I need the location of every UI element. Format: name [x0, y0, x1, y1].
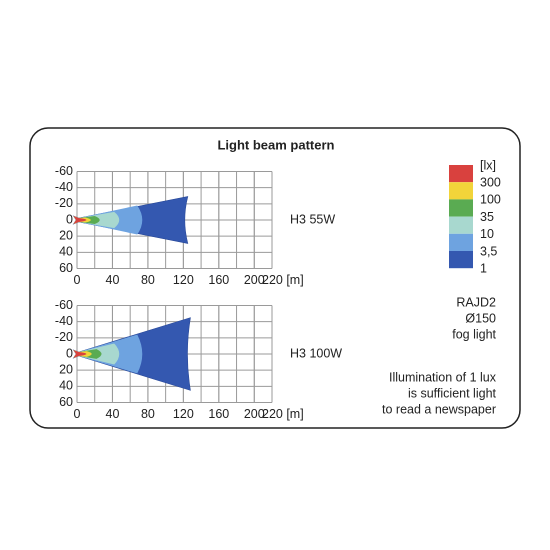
beam-zone	[73, 216, 87, 224]
legend-swatch	[449, 251, 473, 269]
x-tick-label: 80	[141, 407, 155, 421]
x-tick-label: 160	[208, 407, 229, 421]
x-tick-label: 80	[141, 273, 155, 287]
y-tick-label: 20	[59, 362, 73, 376]
x-tick-label: 200	[244, 407, 265, 421]
beam-zone	[73, 350, 87, 358]
y-tick-label: 20	[59, 228, 73, 242]
legend-swatch	[449, 216, 473, 234]
legend-label: 1	[480, 261, 487, 275]
note-text: to read a newspaper	[382, 402, 496, 416]
legend-swatch	[449, 233, 473, 251]
y-tick-label: 0	[66, 212, 73, 226]
legend-swatch	[449, 199, 473, 217]
product-text: fog light	[452, 327, 496, 341]
y-tick-label: 0	[66, 346, 73, 360]
x-tick-label: 160	[208, 273, 229, 287]
y-tick-label: -40	[55, 314, 73, 328]
legend-label: 35	[480, 210, 494, 224]
y-tick-label: -60	[55, 298, 73, 312]
x-tick-label: 0	[74, 407, 81, 421]
y-tick-label: 40	[59, 245, 73, 259]
legend-swatch	[449, 182, 473, 200]
note-text: Illumination of 1 lux	[389, 370, 497, 384]
legend-label: 100	[480, 193, 501, 207]
x-tick-label: 220 [m]	[262, 407, 304, 421]
y-tick-label: 60	[59, 261, 73, 275]
note-text: is sufficient light	[408, 386, 497, 400]
lamp-label: H3 100W	[290, 346, 342, 360]
title: Light beam pattern	[217, 137, 334, 152]
x-tick-label: 220 [m]	[262, 273, 304, 287]
y-tick-label: -20	[55, 196, 73, 210]
x-tick-label: 40	[106, 273, 120, 287]
legend-unit: [lx]	[480, 158, 496, 172]
y-tick-label: -40	[55, 180, 73, 194]
x-tick-label: 120	[173, 273, 194, 287]
x-tick-label: 0	[74, 273, 81, 287]
x-tick-label: 40	[106, 407, 120, 421]
y-tick-label: -20	[55, 330, 73, 344]
legend-label: 3,5	[480, 244, 497, 258]
legend-label: 10	[480, 227, 494, 241]
legend-swatch	[449, 165, 473, 183]
legend-label: 300	[480, 175, 501, 189]
x-tick-label: 120	[173, 407, 194, 421]
product-text: Ø150	[465, 311, 496, 325]
lamp-label: H3 55W	[290, 212, 335, 226]
x-tick-label: 200	[244, 273, 265, 287]
y-tick-label: -60	[55, 164, 73, 178]
y-tick-label: 40	[59, 379, 73, 393]
y-tick-label: 60	[59, 395, 73, 409]
product-text: RAJD2	[456, 295, 496, 309]
